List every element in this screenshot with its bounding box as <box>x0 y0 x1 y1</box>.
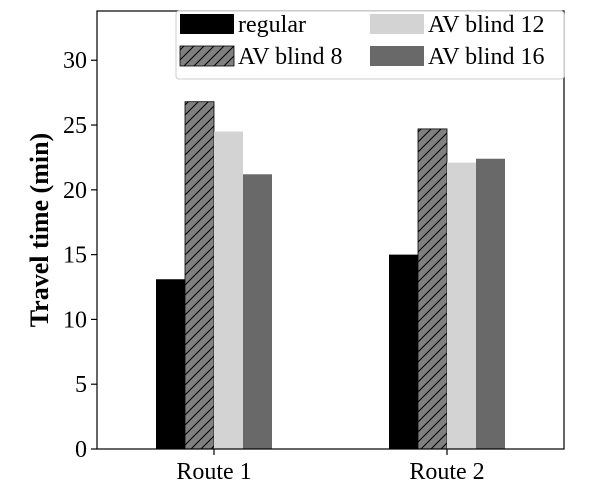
y-tick-label-20: 20 <box>63 178 87 204</box>
bar-av-blind-16-route-2 <box>476 158 505 449</box>
x-tick-label-2: Route 2 <box>409 459 484 480</box>
legend-swatch-av-blind-8 <box>179 45 235 67</box>
legend-swatch-regular <box>180 14 234 34</box>
legend-swatch-av-blind-16 <box>370 46 424 66</box>
bar-regular-route-2 <box>389 254 418 449</box>
legend-box <box>175 10 565 80</box>
legend-swatch-av-blind-12 <box>370 14 424 34</box>
legend-label-regular: regular <box>238 12 306 38</box>
bar-av-blind-8-route-1 <box>184 101 215 450</box>
legend-label-av-blind-16: AV blind 16 <box>428 44 544 70</box>
legend: regular AV blind 8 AV blind 12 AV blind 16 <box>175 10 565 80</box>
y-tick-label-5: 5 <box>75 372 87 398</box>
y-tick-label-30: 30 <box>63 48 87 74</box>
y-tick-label-25: 25 <box>63 113 87 139</box>
legend-label-av-blind-8: AV blind 8 <box>238 44 342 70</box>
bar-regular-route-1 <box>156 279 185 449</box>
x-axis: Route 1 Route 2 <box>176 449 485 480</box>
legend-label-av-blind-12: AV blind 12 <box>428 12 544 38</box>
bar-av-blind-8-route-2 <box>417 128 448 450</box>
x-tick-label-1: Route 1 <box>176 459 251 480</box>
bar-av-blind-16-route-1 <box>243 174 272 449</box>
bars-group <box>156 101 505 450</box>
y-axis: 0 5 10 15 20 25 30 <box>63 48 97 463</box>
y-tick-label-0: 0 <box>75 437 87 463</box>
bar-av-blind-12-route-1 <box>214 131 243 450</box>
y-tick-label-10: 10 <box>63 307 87 333</box>
y-tick-label-15: 15 <box>63 243 87 269</box>
bar-av-blind-12-route-2 <box>447 162 476 449</box>
y-axis-label: Travel time (min) <box>25 133 54 327</box>
